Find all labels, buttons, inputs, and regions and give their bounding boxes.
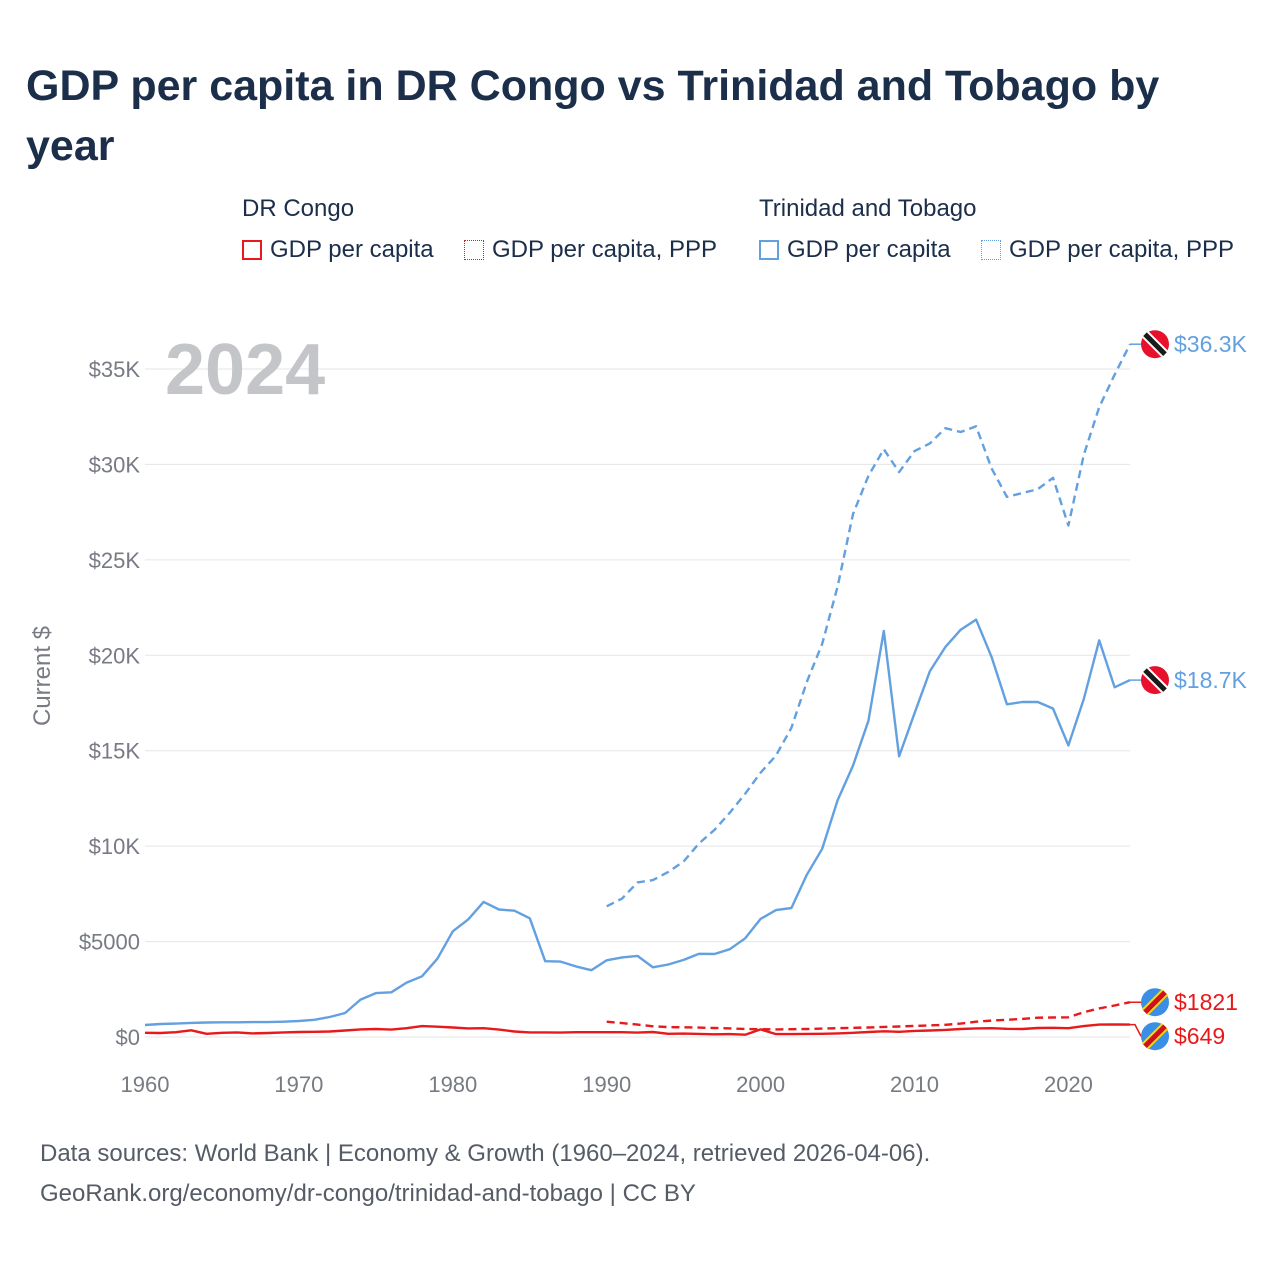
- legend-item-cod-gdp[interactable]: GDP per capita: [242, 236, 434, 264]
- series-line-cod-gdp: [144, 1023, 1131, 1036]
- series-line-tto-ppp: [606, 343, 1132, 908]
- end-value-label: $649: [1174, 1023, 1225, 1049]
- y-tick-label: $30K: [89, 452, 141, 477]
- series-end-markers: $36.3K $18.7K $1821 $649: [1130, 330, 1248, 1051]
- y-tick-label: $10K: [89, 834, 141, 859]
- year-label: 2024: [165, 330, 325, 410]
- legend-group-dr-congo: DR Congo: [242, 195, 355, 222]
- x-tick-label: 1980: [428, 1072, 477, 1097]
- end-value-label: $36.3K: [1174, 331, 1248, 357]
- legend-item-cod-gdp-ppp[interactable]: GDP per capita, PPP: [464, 236, 717, 264]
- flag-red-stripe: [1143, 1024, 1167, 1049]
- gridlines: [145, 368, 1130, 1038]
- series-line-tto-gdp: [144, 618, 1131, 1027]
- flag-red-stripe: [1143, 990, 1167, 1015]
- x-tick-label: 1990: [582, 1072, 631, 1097]
- y-tick-label: $5000: [79, 930, 140, 955]
- x-axis-ticks: 1960 1970 1980 1990 2000 2010 2020: [121, 1072, 1093, 1097]
- chart-title: GDP per capita in DR Congo vs Trinidad a…: [26, 62, 1160, 170]
- legend-label: GDP per capita, PPP: [492, 236, 717, 263]
- end-value-label: $1821: [1174, 989, 1238, 1015]
- x-tick-label: 2000: [736, 1072, 785, 1097]
- y-tick-label: $20K: [89, 643, 141, 668]
- legend-label: GDP per capita: [787, 236, 951, 263]
- y-tick-label: $35K: [89, 357, 141, 382]
- flag-black-stripe: [1143, 668, 1167, 692]
- x-tick-label: 2010: [890, 1072, 939, 1097]
- dr-congo-flag-icon: [1141, 988, 1169, 1017]
- legend-swatch-solid-red: [242, 240, 262, 260]
- y-axis-label: Current $: [29, 626, 56, 726]
- end-value-label: $18.7K: [1174, 667, 1248, 693]
- footer-sources: Data sources: World Bank | Economy & Gro…: [40, 1140, 931, 1167]
- line-chart: $0 $5000 $10K $15K $20K $25K $30K $35K 1960 1970…: [29, 330, 1248, 1097]
- flag-black-stripe: [1143, 332, 1167, 356]
- y-axis-ticks: $0 $5000 $10K $15K $20K $25K $30K $35K: [79, 357, 141, 1050]
- x-tick-label: 1960: [121, 1072, 170, 1097]
- legend-group-trinidad-and-tobago: Trinidad and Tobago: [759, 195, 977, 222]
- y-tick-label: $15K: [89, 739, 141, 764]
- x-tick-label: 1970: [274, 1072, 323, 1097]
- x-tick-label: 2020: [1044, 1072, 1093, 1097]
- legend-label: GDP per capita, PPP: [1009, 236, 1234, 263]
- legend-swatch-dotted-red: [464, 240, 484, 260]
- footer-url[interactable]: GeoRank.org/economy/dr-congo/trinidad-an…: [40, 1180, 696, 1207]
- leader-line: [1130, 1023, 1142, 1037]
- y-tick-label: $0: [116, 1025, 140, 1050]
- trinidad-flag-icon: [1141, 666, 1169, 695]
- trinidad-flag-icon: [1141, 330, 1169, 359]
- legend-swatch-dotted-blue: [981, 240, 1001, 260]
- series-lines: [144, 343, 1132, 1036]
- series-line-cod-ppp: [606, 1001, 1131, 1031]
- legend-item-tto-gdp-ppp[interactable]: GDP per capita, PPP: [981, 236, 1234, 264]
- y-tick-label: $25K: [89, 548, 141, 573]
- legend-label: GDP per capita: [270, 236, 434, 263]
- legend-item-tto-gdp[interactable]: GDP per capita: [759, 236, 951, 264]
- legend-swatch-solid-blue: [759, 240, 779, 260]
- dr-congo-flag-icon: [1141, 1022, 1169, 1051]
